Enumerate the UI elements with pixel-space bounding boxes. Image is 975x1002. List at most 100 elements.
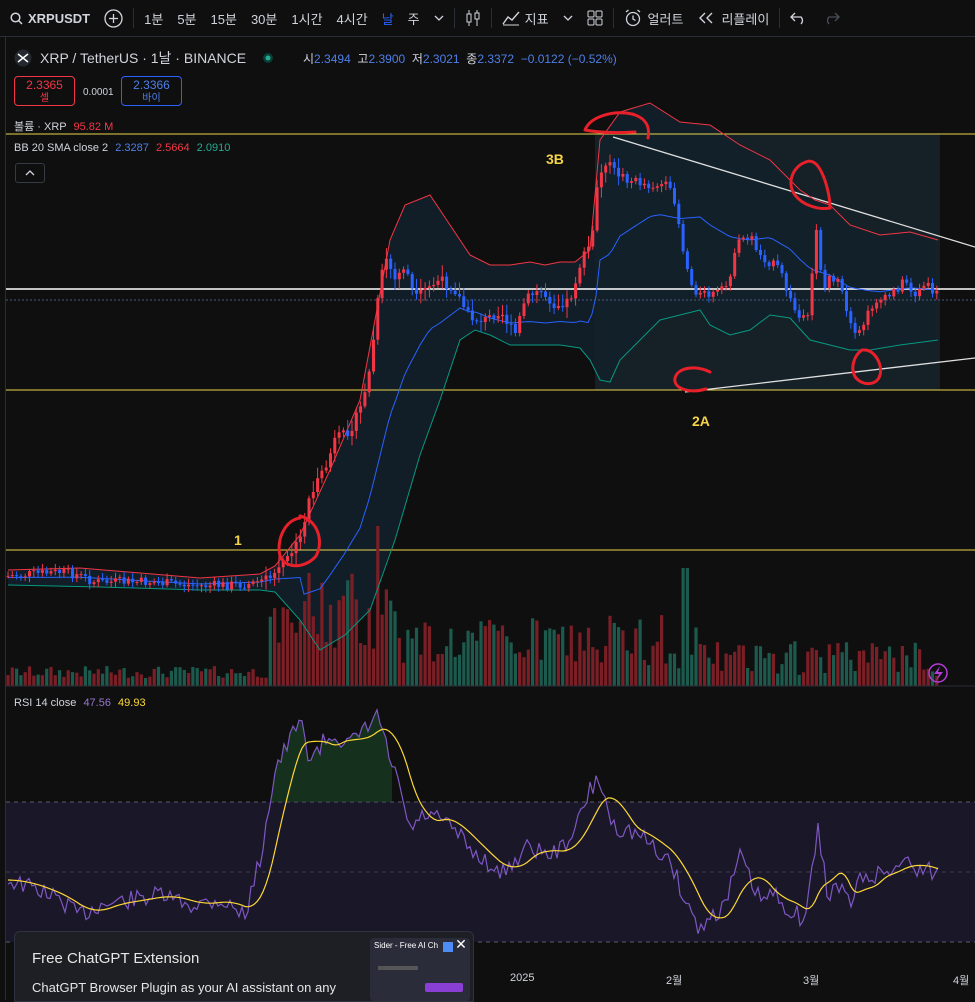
ad-title: Free ChatGPT Extension: [32, 950, 200, 967]
collapse-legend-button[interactable]: [15, 163, 45, 183]
interval-1d[interactable]: 날: [381, 11, 394, 27]
volume-bar: [217, 676, 221, 686]
volume-bar: [255, 676, 259, 686]
candle-body: [793, 298, 797, 311]
redo-button[interactable]: [815, 0, 847, 36]
trendline-lower[interactable]: [684, 357, 975, 393]
candle-body: [574, 283, 578, 299]
candle-body: [681, 224, 685, 252]
volume-bar: [174, 667, 178, 686]
volume-bar: [608, 615, 612, 686]
candle-body: [587, 246, 590, 252]
volume-bar: [419, 654, 423, 686]
indicators-dropdown[interactable]: [556, 0, 580, 36]
volume-bar: [238, 673, 242, 686]
volume-bar: [324, 641, 328, 686]
candle-body: [466, 307, 470, 311]
candle-body: [857, 330, 861, 333]
sell-button[interactable]: 2.3365 셀: [14, 76, 75, 106]
candle-body: [449, 288, 453, 291]
bb-upper-value: 2.5664: [155, 142, 190, 154]
candle-body: [346, 430, 350, 437]
ad-install-button[interactable]: [425, 983, 463, 992]
candle-body: [384, 258, 388, 270]
candle-body: [187, 584, 191, 587]
volume-bar: [647, 665, 651, 686]
candle-body: [655, 186, 659, 188]
candle-body: [673, 188, 676, 204]
interval-dropdown[interactable]: [427, 0, 451, 36]
candle-body: [191, 584, 195, 586]
candle-body: [479, 320, 483, 322]
interval-5m[interactable]: 5분: [177, 11, 197, 27]
interval-15m[interactable]: 15분: [210, 11, 237, 27]
sell-label: 셀: [39, 93, 50, 104]
volume-bar: [457, 654, 462, 686]
compare-button[interactable]: [97, 0, 130, 36]
candle-body: [62, 568, 66, 574]
volume-bar: [552, 629, 556, 686]
volume-bar: [371, 648, 376, 686]
candle-body: [625, 174, 629, 183]
candle-body: [539, 291, 543, 293]
close-label: 종: [466, 52, 478, 66]
interval-30m[interactable]: 30분: [250, 11, 278, 27]
xrp-logo-icon: [14, 49, 32, 67]
volume-bar: [574, 661, 578, 686]
candle-body: [337, 432, 341, 438]
extension-ad-popup[interactable]: Free ChatGPT Extension ChatGPT Browser P…: [14, 931, 474, 1002]
candle-body: [372, 339, 375, 372]
volume-bar: [582, 650, 586, 686]
volume-bar: [754, 645, 758, 686]
candle-body: [15, 575, 19, 577]
buy-button[interactable]: 2.3366 바이: [121, 76, 182, 106]
candle-body: [238, 582, 242, 588]
undo-button[interactable]: [783, 0, 815, 36]
volume-bar: [698, 644, 702, 686]
volume-bar: [307, 573, 311, 686]
candle-body: [221, 582, 225, 587]
volume-bar: [569, 625, 573, 686]
interval-1m[interactable]: 1분: [144, 11, 164, 27]
lightning-icon[interactable]: [928, 663, 948, 683]
volume-bar: [793, 641, 797, 686]
volume-bar: [677, 668, 681, 686]
volume-bar: [462, 642, 466, 686]
bb-label: BB 20 SMA close 2: [14, 142, 109, 154]
volume-bar: [122, 668, 126, 686]
volume-legend[interactable]: 볼륨 · XRP 95.82 M: [14, 118, 113, 134]
interval-4h[interactable]: 4시간: [336, 11, 368, 27]
indicators-button[interactable]: 지표: [495, 0, 556, 36]
candle-body: [462, 296, 466, 307]
candle-body: [922, 285, 926, 289]
volume-bar: [384, 589, 388, 686]
market-status-icon[interactable]: [262, 52, 274, 64]
ad-close-button[interactable]: ✕: [455, 936, 467, 952]
bb-legend[interactable]: BB 20 SMA close 2 2.3287 2.5664 2.0910: [14, 142, 230, 154]
volume-bar: [565, 655, 569, 686]
volume-bar: [225, 673, 229, 686]
symbol-search[interactable]: XRPUSDT: [0, 0, 97, 36]
candle-body: [892, 289, 896, 297]
candle-body: [260, 579, 264, 582]
candle-body: [114, 578, 117, 582]
candle-body: [341, 430, 345, 433]
candle-body: [501, 314, 504, 317]
price-chart[interactable]: 3B 2A 1: [0, 37, 975, 1000]
alert-button[interactable]: 얼러트: [617, 0, 691, 36]
interval-1h[interactable]: 1시간: [291, 11, 323, 27]
candle-body: [58, 569, 62, 573]
ad-thumbnail[interactable]: Sider - Free AI Ch: [370, 938, 470, 1001]
interval-1w[interactable]: 주: [407, 11, 420, 27]
volume-bar: [23, 672, 27, 686]
replay-button[interactable]: 리플레이: [690, 0, 776, 36]
candle-body: [208, 585, 212, 588]
rsi-legend[interactable]: RSI 14 close 47.56 49.93: [14, 697, 146, 709]
volume-bar: [935, 675, 939, 686]
chart-type-button[interactable]: [458, 0, 488, 36]
volume-bar: [750, 671, 754, 686]
low-value: 2.3021: [422, 52, 460, 66]
candle-body: [148, 583, 152, 585]
layout-button[interactable]: [580, 0, 610, 36]
volume-bar: [479, 621, 483, 686]
